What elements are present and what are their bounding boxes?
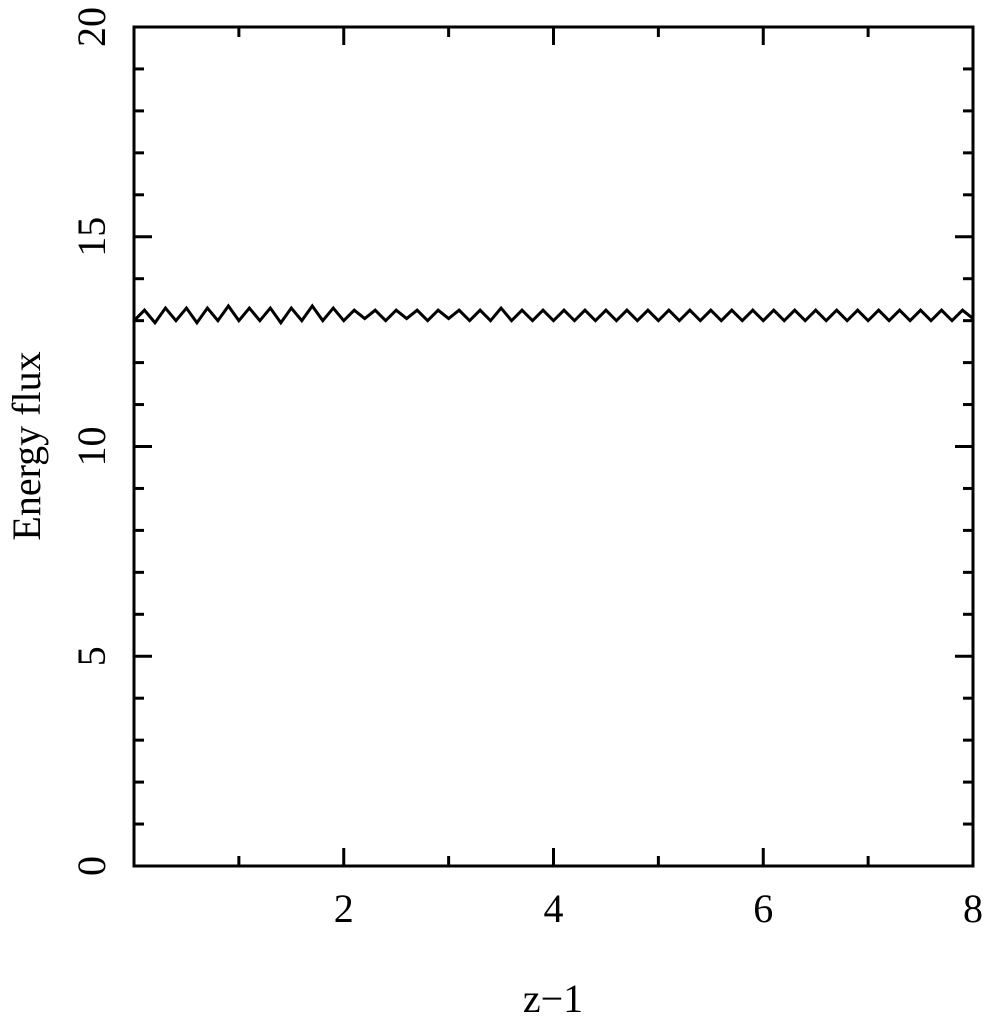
x-axis-label: z−1	[523, 976, 583, 1017]
x-tick-label: 4	[544, 886, 564, 931]
y-axis-label: Energy flux	[4, 351, 49, 540]
x-tick-label: 2	[334, 886, 354, 931]
x-tick-label: 8	[963, 886, 983, 931]
y-tick-label: 0	[69, 856, 114, 876]
y-tick-label: 5	[69, 646, 114, 666]
plot-frame	[132, 25, 975, 868]
x-tick-label: 6	[753, 886, 773, 931]
data-line	[132, 303, 974, 326]
y-tick-label: 15	[69, 217, 114, 257]
y-tick-label: 10	[69, 427, 114, 467]
y-tick-label: 20	[69, 7, 114, 47]
